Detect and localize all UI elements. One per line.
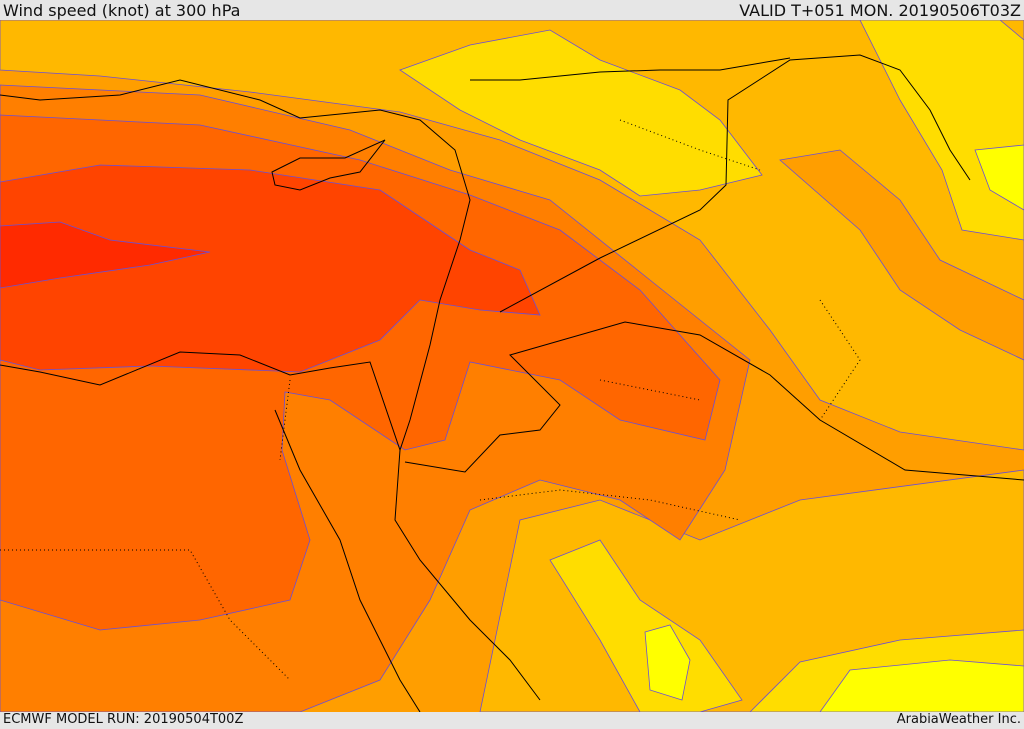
border-turkey — [470, 57, 791, 81]
field-light-orange-north — [0, 20, 1024, 451]
field-red-core — [0, 221, 211, 289]
coastline-mediterranean — [0, 79, 471, 452]
field-bright-yellow-ne — [974, 144, 1024, 211]
model-run: ECMWF MODEL RUN: 20190504T00Z — [3, 712, 244, 727]
map-title: Wind speed (knot) at 300 hPa — [3, 1, 241, 20]
coastline-red-sea — [274, 409, 541, 712]
field-orange-red — [0, 164, 541, 373]
wind-speed-map — [0, 20, 1024, 712]
field-orange-patch-east — [779, 149, 1024, 361]
footer-bar: ECMWF MODEL RUN: 20190504T00Z ArabiaWeat… — [0, 712, 1024, 729]
coastline-cyprus — [271, 139, 386, 191]
field-bright-yellow-se — [819, 659, 1024, 712]
border-internal-dotted — [0, 119, 861, 681]
border-jordan-saudi — [404, 321, 1024, 481]
valid-time: VALID T+051 MON. 20190506T03Z — [739, 1, 1021, 20]
field-yellow-north — [399, 29, 763, 197]
field-bright-yellow-s — [644, 624, 691, 701]
header-bar: Wind speed (knot) at 300 hPa VALID T+051… — [0, 0, 1024, 20]
field-yellow-south — [549, 539, 743, 712]
field-yellow-northeast — [859, 20, 1024, 241]
border-syria-iraq — [499, 54, 971, 313]
brand-credit: ArabiaWeather Inc. — [896, 712, 1021, 727]
